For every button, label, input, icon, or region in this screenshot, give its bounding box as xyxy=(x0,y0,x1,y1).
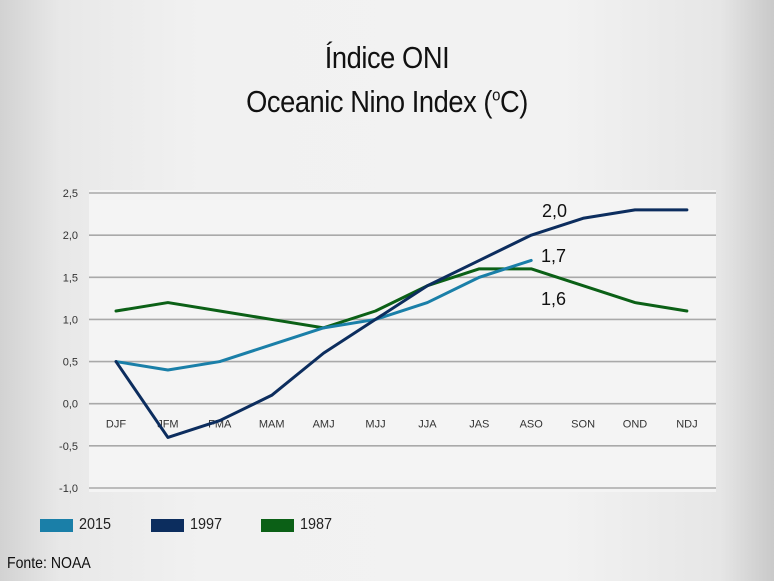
x-tick-label: SON xyxy=(571,419,595,431)
legend-label: 2015 xyxy=(79,516,112,533)
legend-item-1997: 1997 xyxy=(150,516,226,534)
y-tick-label: -1,0 xyxy=(59,483,78,495)
y-tick-label: 0,0 xyxy=(63,399,78,411)
series-line-1987 xyxy=(114,267,689,330)
y-tick-label: 1,5 xyxy=(63,272,78,284)
legend-swatch xyxy=(40,518,73,532)
source-note: Fonte: NOAA xyxy=(7,555,91,572)
x-tick-label: NDJ xyxy=(676,419,697,431)
legend-label: 1987 xyxy=(300,516,333,533)
data-label-1997: 2,0 xyxy=(542,201,567,221)
subtitle-degree: o xyxy=(492,85,500,105)
series-line-1997 xyxy=(114,208,689,439)
data-label-1987: 1,6 xyxy=(541,289,566,309)
x-tick-label: OND xyxy=(623,419,648,431)
legend: 2015 1997 1987 xyxy=(40,516,372,534)
y-tick-label: 2,0 xyxy=(63,230,78,242)
subtitle-main: Oceanic Nino Index ( xyxy=(246,84,493,119)
subtitle-end: C) xyxy=(499,84,528,119)
x-tick-label: DJF xyxy=(106,419,126,431)
x-axis: DJF JFM FMA MAM AMJ MJJ JJA JAS ASO SON OND NDJ xyxy=(106,419,698,431)
grid-lines xyxy=(89,192,716,489)
legend-label: 1997 xyxy=(189,516,222,533)
annotations: 2,0 1,7 1,6 xyxy=(541,201,567,309)
legend-item-1987: 1987 xyxy=(261,516,336,534)
legend-swatch xyxy=(150,518,184,532)
chart-title: Índice ONI xyxy=(324,40,450,75)
y-tick-label: 1,0 xyxy=(63,314,78,326)
series-lines xyxy=(114,208,689,439)
y-tick-label: 0,5 xyxy=(63,357,78,369)
x-tick-label: ASO xyxy=(520,419,544,431)
x-tick-label: JJA xyxy=(418,419,437,431)
x-tick-label: MAM xyxy=(259,419,285,431)
y-tick-label: 2,5 xyxy=(63,188,78,200)
legend-swatch xyxy=(261,518,295,532)
x-tick-label: AMJ xyxy=(313,419,335,431)
data-label-2015: 1,7 xyxy=(541,246,566,266)
y-tick-label: -0,5 xyxy=(59,441,78,453)
y-axis: 2,5 2,0 1,5 1,0 0,5 0,0 -0,5 -1,0 xyxy=(59,188,78,495)
plot-area xyxy=(89,190,716,492)
x-tick-label: JAS xyxy=(469,419,489,431)
legend-item-2015: 2015 xyxy=(40,516,115,534)
x-tick-label: MJJ xyxy=(365,419,385,431)
chart-subtitle: Oceanic Nino Index (oC) xyxy=(46,84,727,120)
